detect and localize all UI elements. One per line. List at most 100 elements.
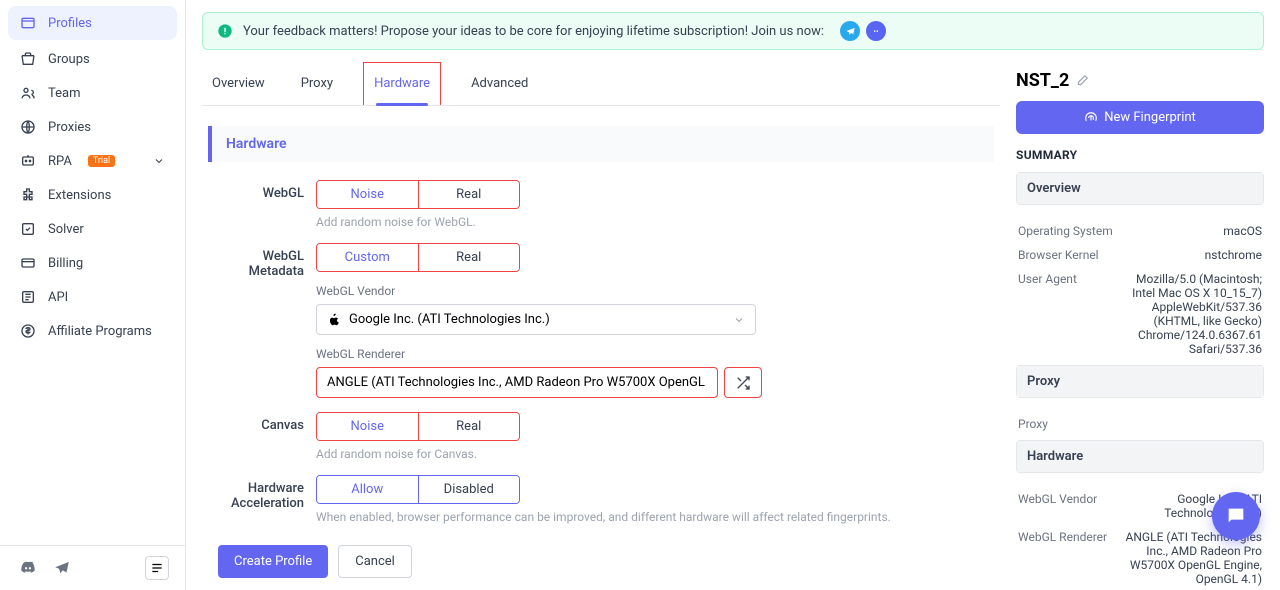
toggle-canvas: Noise Real	[316, 412, 520, 441]
row-webgl-metadata: WebGL Metadata Custom Real WebGL Vendor …	[208, 243, 994, 398]
toggle-hwaccel: Allow Disabled	[316, 475, 520, 504]
ua-key: User Agent	[1018, 272, 1077, 356]
edit-icon[interactable]	[1075, 74, 1089, 88]
profile-name: NST_2	[1016, 70, 1264, 91]
profiles-icon	[20, 15, 36, 31]
telegram-icon[interactable]	[50, 556, 74, 580]
sidebar-item-label: Proxies	[48, 120, 91, 135]
sidebar-item-profiles[interactable]: Profiles	[8, 6, 177, 40]
proxy-key: Proxy	[1018, 417, 1048, 431]
collapse-sidebar-button[interactable]	[145, 556, 169, 580]
trial-badge: Trial	[88, 155, 115, 167]
discord-link[interactable]	[866, 21, 886, 41]
fingerprint-icon	[1084, 111, 1098, 125]
banner-social	[840, 21, 886, 41]
rpa-icon	[20, 153, 36, 169]
sidebar-item-label: API	[48, 290, 68, 305]
row-canvas: Canvas Noise Real Add random noise for C…	[208, 412, 994, 461]
toggle-hwaccel-allow[interactable]: Allow	[317, 476, 419, 503]
hw-vendor-key: WebGL Vendor	[1018, 492, 1097, 520]
row-webgl: WebGL Noise Real Add random noise for We…	[208, 180, 994, 229]
chat-fab[interactable]	[1212, 492, 1260, 540]
sidebar-item-groups[interactable]: Groups	[0, 42, 185, 76]
select-webgl-vendor[interactable]: Google Inc. (ATI Technologies Inc.)	[316, 304, 756, 335]
feedback-banner: Your feedback matters! Propose your idea…	[202, 12, 1264, 50]
sidebar-item-label: RPA	[48, 154, 72, 169]
chevron-down-icon	[733, 314, 745, 326]
tab-advanced[interactable]: Advanced	[465, 62, 534, 105]
telegram-link[interactable]	[840, 21, 860, 41]
os-key: Operating System	[1018, 224, 1113, 238]
sidebar-item-proxies[interactable]: Proxies	[0, 110, 185, 144]
shuffle-renderer-button[interactable]	[724, 367, 762, 398]
toggle-webgl-metadata: Custom Real	[316, 243, 520, 272]
help-canvas: Add random noise for Canvas.	[316, 447, 994, 461]
label-webgl-vendor: WebGL Vendor	[316, 284, 994, 298]
input-webgl-renderer[interactable]	[316, 367, 718, 398]
kernel-key: Browser Kernel	[1018, 248, 1099, 262]
new-fp-label: New Fingerprint	[1104, 110, 1196, 125]
tab-hardware[interactable]: Hardware	[363, 62, 441, 105]
new-fingerprint-button[interactable]: New Fingerprint	[1016, 101, 1264, 134]
sidebar-nav: Profiles Groups Team Proxies RPA Trial E…	[0, 0, 185, 545]
sidebar-footer	[0, 545, 185, 590]
sidebar-item-label: Affiliate Programs	[48, 324, 152, 339]
profile-name-text: NST_2	[1016, 70, 1069, 91]
sidebar-item-label: Team	[48, 86, 81, 101]
summary-heading: SUMMARY	[1016, 148, 1264, 162]
section-title: Hardware	[208, 126, 994, 162]
solver-icon	[20, 221, 36, 237]
sidebar: Profiles Groups Team Proxies RPA Trial E…	[0, 0, 186, 590]
toggle-webgl-real[interactable]: Real	[419, 181, 520, 208]
ua-value: Mozilla/5.0 (Macintosh; Intel Mac OS X 1…	[1122, 272, 1262, 356]
toggle-meta-custom[interactable]: Custom	[317, 244, 419, 271]
summary-proxy: Proxy	[1016, 365, 1264, 398]
sidebar-item-rpa[interactable]: RPA Trial	[0, 144, 185, 178]
help-webgl: Add random noise for WebGL.	[316, 215, 994, 229]
api-icon	[20, 289, 36, 305]
proxies-icon	[20, 119, 36, 135]
form-column: Overview Proxy Hardware Advanced Hardwar…	[202, 62, 1000, 590]
sidebar-item-solver[interactable]: Solver	[0, 212, 185, 246]
row-hwaccel: Hardware Acceleration Allow Disabled Whe…	[208, 475, 994, 524]
toggle-hwaccel-disabled[interactable]: Disabled	[419, 476, 520, 503]
sidebar-item-label: Billing	[48, 256, 83, 271]
main: Your feedback matters! Propose your idea…	[186, 0, 1280, 590]
affiliate-icon	[20, 323, 36, 339]
extensions-icon	[20, 187, 36, 203]
summary-overview: Overview	[1016, 172, 1264, 205]
team-icon	[20, 85, 36, 101]
summary-hardware-title: Hardware	[1017, 441, 1263, 472]
label-hwaccel: Hardware Acceleration	[208, 475, 316, 524]
sidebar-item-label: Extensions	[48, 188, 111, 203]
discord-icon[interactable]	[16, 556, 40, 580]
label-webgl-metadata: WebGL Metadata	[208, 243, 316, 398]
toggle-webgl-noise[interactable]: Noise	[317, 181, 419, 208]
sidebar-item-extensions[interactable]: Extensions	[0, 178, 185, 212]
form-area: Hardware WebGL Noise Real Add random noi…	[202, 106, 1000, 533]
cancel-button[interactable]: Cancel	[338, 545, 412, 578]
apple-icon	[327, 313, 341, 327]
groups-icon	[20, 51, 36, 67]
tab-overview[interactable]: Overview	[206, 62, 271, 105]
form-footer: Create Profile Cancel	[202, 533, 1000, 590]
sidebar-item-api[interactable]: API	[0, 280, 185, 314]
toggle-webgl: Noise Real	[316, 180, 520, 209]
sidebar-item-billing[interactable]: Billing	[0, 246, 185, 280]
toggle-canvas-real[interactable]: Real	[419, 413, 520, 440]
summary-hardware: Hardware	[1016, 440, 1264, 473]
toggle-meta-real[interactable]: Real	[419, 244, 520, 271]
banner-text: Your feedback matters! Propose your idea…	[243, 24, 824, 39]
content: Overview Proxy Hardware Advanced Hardwar…	[186, 62, 1280, 590]
hw-renderer-key: WebGL Renderer	[1018, 530, 1107, 586]
sidebar-item-affiliate[interactable]: Affiliate Programs	[0, 314, 185, 348]
sidebar-item-label: Groups	[48, 52, 90, 67]
sidebar-item-team[interactable]: Team	[0, 76, 185, 110]
summary-overview-title: Overview	[1017, 173, 1263, 204]
tab-proxy[interactable]: Proxy	[295, 62, 339, 105]
toggle-canvas-noise[interactable]: Noise	[317, 413, 419, 440]
label-canvas: Canvas	[208, 412, 316, 461]
create-profile-button[interactable]: Create Profile	[218, 545, 328, 578]
chevron-down-icon	[153, 155, 165, 167]
summary-proxy-title: Proxy	[1017, 366, 1263, 397]
